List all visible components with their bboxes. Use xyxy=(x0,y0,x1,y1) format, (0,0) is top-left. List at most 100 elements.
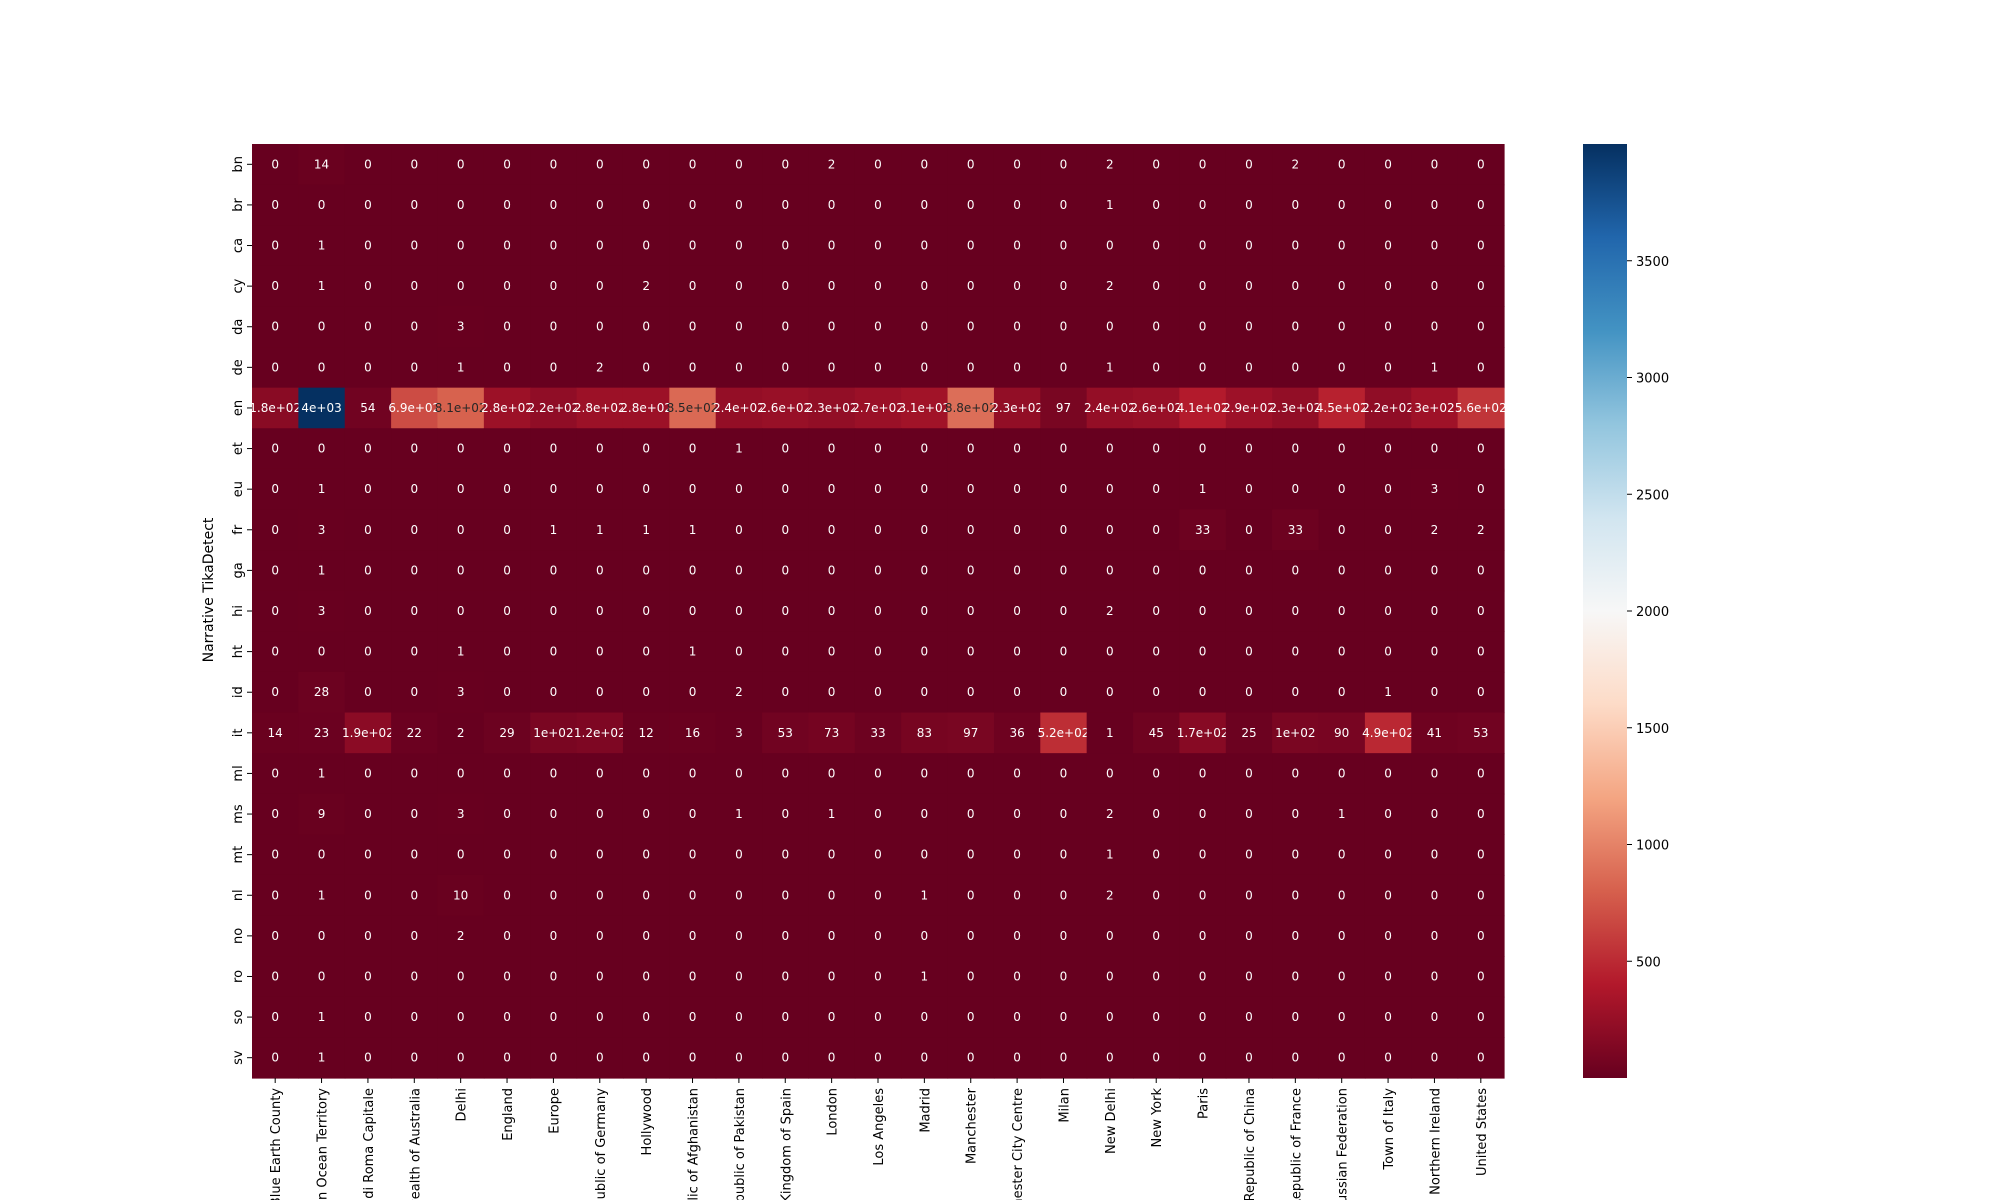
cell-value-label: 0 xyxy=(503,888,511,902)
y-tick-label: en xyxy=(231,400,246,416)
cell-value-label: 0 xyxy=(1245,1010,1253,1024)
cell-value-label: 0 xyxy=(1060,848,1068,862)
cell-value-label: 0 xyxy=(1152,563,1160,577)
cell-value-label: 0 xyxy=(596,604,604,618)
colorbar-tick-label: 2000 xyxy=(1636,605,1669,620)
cell-value-label: 0 xyxy=(781,685,789,699)
y-tick-label: fr xyxy=(231,524,246,535)
cell-value-label: 1 xyxy=(921,888,929,902)
cell-value-label: 0 xyxy=(967,888,975,902)
cell-value-label: 2.4e+02 xyxy=(1084,401,1136,415)
cell-value-label: 1 xyxy=(1199,482,1207,496)
cell-value-label: 0 xyxy=(921,645,929,659)
cell-value-label: 0 xyxy=(1152,685,1160,699)
cell-value-label: 0 xyxy=(781,807,789,821)
cell-value-label: 0 xyxy=(967,279,975,293)
y-tick-label: eu xyxy=(231,481,246,497)
cell-value-label: 0 xyxy=(410,360,418,374)
cell-value-label: 0 xyxy=(550,239,558,253)
cell-value-label: 0 xyxy=(967,685,975,699)
cell-value-label: 0 xyxy=(1152,360,1160,374)
cell-value-label: 0 xyxy=(271,360,279,374)
cell-value-label: 0 xyxy=(874,360,882,374)
cell-value-label: 0 xyxy=(550,888,558,902)
cell-value-label: 0 xyxy=(364,969,372,983)
cell-value-label: 0 xyxy=(271,807,279,821)
cell-value-label: 0 xyxy=(642,157,650,171)
cell-value-label: 0 xyxy=(874,320,882,334)
cell-value-label: 1e+02 xyxy=(533,726,573,740)
cell-value-label: 0 xyxy=(318,320,326,334)
cell-value-label: 0 xyxy=(828,482,836,496)
cell-value-label: 3 xyxy=(735,726,743,740)
cell-value-label: 0 xyxy=(874,645,882,659)
cell-value-label: 0 xyxy=(1013,157,1021,171)
cell-value-label: 0 xyxy=(689,604,697,618)
cell-value-label: 0 xyxy=(1431,320,1439,334)
cell-value-label: 0 xyxy=(967,969,975,983)
cell-value-label: 0 xyxy=(1152,888,1160,902)
cell-value-label: 5.2e+02 xyxy=(1038,726,1090,740)
cell-value-label: 0 xyxy=(642,320,650,334)
cell-value-label: 0 xyxy=(1338,360,1346,374)
cell-value-label: 0 xyxy=(921,563,929,577)
cell-value-label: 0 xyxy=(642,360,650,374)
cell-value-label: 0 xyxy=(967,848,975,862)
cell-value-label: 0 xyxy=(921,766,929,780)
cell-value-label: 0 xyxy=(503,239,511,253)
y-tick-label: mt xyxy=(231,846,246,864)
cell-value-label: 0 xyxy=(1199,239,1207,253)
cell-value-label: 0 xyxy=(410,969,418,983)
cell-value-label: 1 xyxy=(1338,807,1346,821)
x-tick-label: Hollywood xyxy=(640,1088,655,1155)
cell-value-label: 0 xyxy=(596,482,604,496)
cell-value-label: 0 xyxy=(735,645,743,659)
cell-value-label: 0 xyxy=(921,198,929,212)
cell-value-label: 0 xyxy=(967,442,975,456)
cell-value-label: 0 xyxy=(1199,442,1207,456)
cell-value-label: 0 xyxy=(1152,320,1160,334)
cell-value-label: 1 xyxy=(1384,685,1392,699)
x-axis: Blue Earth County British Indian Ocean Te… xyxy=(269,1078,1490,1200)
cell-value-label: 2 xyxy=(1431,523,1439,537)
cell-value-label: 16 xyxy=(685,726,700,740)
cell-value-label: 0 xyxy=(781,360,789,374)
cell-value-label: 0 xyxy=(1431,157,1439,171)
cell-value-label: 0 xyxy=(1245,239,1253,253)
cell-value-label: 8.8e+02 xyxy=(945,401,997,415)
cell-value-label: 0 xyxy=(1245,198,1253,212)
cell-value-label: 53 xyxy=(778,726,793,740)
cell-value-label: 0 xyxy=(781,157,789,171)
cell-value-label: 0 xyxy=(1199,888,1207,902)
cell-value-label: 0 xyxy=(1152,279,1160,293)
cell-value-label: 0 xyxy=(410,482,418,496)
cell-value-label: 0 xyxy=(318,442,326,456)
cell-value-label: 0 xyxy=(596,888,604,902)
cell-value-label: 0 xyxy=(828,320,836,334)
cell-value-label: 0 xyxy=(828,929,836,943)
cell-value-label: 0 xyxy=(1292,482,1300,496)
cell-value-label: 0 xyxy=(410,157,418,171)
cell-value-label: 0 xyxy=(874,157,882,171)
cell-value-label: 0 xyxy=(1384,604,1392,618)
cell-value-label: 0 xyxy=(1013,685,1021,699)
cell-value-label: 0 xyxy=(735,279,743,293)
cell-value-label: 54 xyxy=(360,401,375,415)
cell-value-label: 0 xyxy=(874,442,882,456)
cell-value-label: 0 xyxy=(828,766,836,780)
cell-value-label: 0 xyxy=(967,766,975,780)
cell-value-label: 0 xyxy=(1152,929,1160,943)
cell-value-label: 2.8e+02 xyxy=(620,401,672,415)
y-tick-label: ms xyxy=(231,804,246,824)
cell-value-label: 0 xyxy=(1245,888,1253,902)
cell-value-label: 0 xyxy=(874,482,882,496)
cell-value-label: 0 xyxy=(550,929,558,943)
cell-value-label: 0 xyxy=(1199,645,1207,659)
cell-value-label: 0 xyxy=(1060,198,1068,212)
cell-value-label: 1 xyxy=(921,969,929,983)
cell-value-label: 0 xyxy=(457,157,465,171)
cell-value-label: 22 xyxy=(407,726,422,740)
cell-value-label: 1 xyxy=(318,1051,326,1065)
cell-value-label: 0 xyxy=(1292,888,1300,902)
y-tick-label: ro xyxy=(231,970,246,983)
